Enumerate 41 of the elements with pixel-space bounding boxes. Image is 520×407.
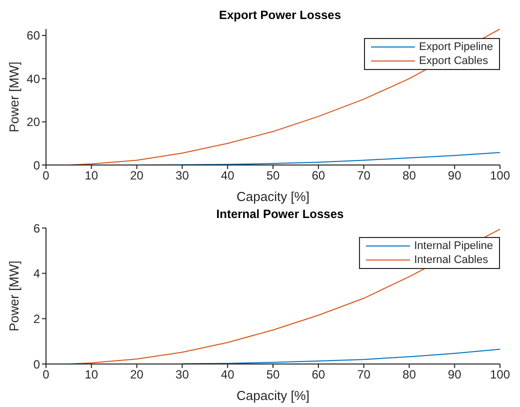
y-tick-label: 40 (26, 72, 40, 86)
x-tick-label: 0 (42, 368, 50, 382)
x-tick-label: 60 (312, 168, 326, 183)
x-tick-label: 0 (42, 168, 50, 183)
y-tick-label: 4 (33, 266, 40, 281)
x-tick-label: 90 (448, 168, 462, 183)
x-tick-label: 40 (220, 168, 235, 183)
x-tick-label: 60 (312, 368, 326, 382)
x-tick-label: 50 (266, 368, 280, 382)
x-axis-title: Capacity [%] (236, 189, 310, 204)
x-tick-label: 30 (176, 368, 190, 382)
x-tick-label: 20 (130, 168, 144, 183)
x-tick-label: 90 (448, 368, 462, 382)
y-tick-label: 60 (26, 28, 40, 43)
x-tick-label: 30 (176, 168, 190, 183)
y-tick-label: 0 (33, 158, 40, 172)
legend-label: Export Pipeline (419, 40, 493, 54)
chart-title: Internal Power Losses (215, 207, 345, 222)
chart-title: Export Power Losses (218, 8, 342, 23)
legend-label: Export Cables (419, 54, 488, 68)
x-tick-label: 80 (402, 168, 416, 183)
y-tick-label: 20 (26, 115, 40, 130)
x-tick-label: 80 (402, 368, 416, 382)
line-series (182, 348, 500, 364)
legend-label: Internal Cables (414, 253, 488, 267)
x-tick-label: 20 (130, 368, 144, 382)
y-axis-title: Power [MW] (6, 260, 22, 332)
x-tick-label: 10 (84, 168, 98, 183)
x-tick-label: 100 (490, 368, 510, 382)
y-tick-label: 6 (33, 221, 40, 236)
y-tick-label: 2 (33, 312, 40, 326)
x-tick-label: 70 (357, 168, 371, 183)
x-axis-title: Capacity [%] (236, 388, 310, 403)
x-tick-label: 40 (220, 368, 235, 382)
x-tick-label: 50 (266, 168, 280, 183)
x-tick-label: 70 (357, 368, 371, 382)
legend-label: Internal Pipeline (414, 239, 493, 253)
y-tick-label: 0 (33, 357, 40, 372)
x-tick-label: 10 (84, 368, 98, 382)
y-axis-title: Power [MW] (6, 62, 22, 132)
x-tick-label: 100 (490, 168, 510, 183)
